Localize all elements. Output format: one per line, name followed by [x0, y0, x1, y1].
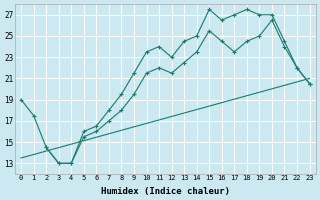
X-axis label: Humidex (Indice chaleur): Humidex (Indice chaleur): [101, 187, 230, 196]
